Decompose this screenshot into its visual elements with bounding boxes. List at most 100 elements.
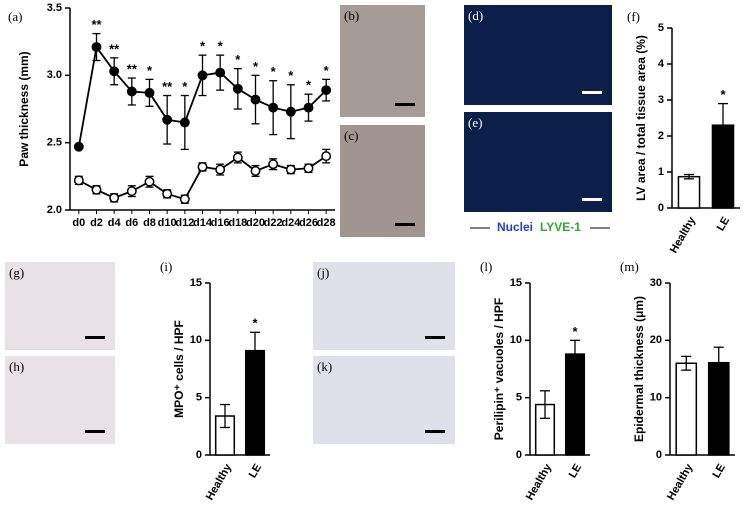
- point: [179, 194, 190, 205]
- x-tick-label: Healthy: [668, 214, 699, 255]
- panel-label: (a): [8, 9, 22, 24]
- x-tick-label: d10: [158, 217, 177, 229]
- bar: [675, 362, 698, 456]
- panel-label: (i): [160, 259, 172, 274]
- image: [5, 356, 115, 444]
- significance: *: [182, 79, 188, 94]
- image: [313, 262, 455, 350]
- y-tick-label: 0: [196, 449, 202, 461]
- significance: *: [324, 63, 330, 78]
- x-tick-label: d6: [125, 217, 138, 229]
- point: [250, 165, 261, 176]
- point: [126, 186, 137, 197]
- y-tick-label: 1: [658, 166, 664, 178]
- significance: *: [235, 52, 241, 67]
- image: [340, 5, 425, 117]
- y-tick-label: 15: [510, 277, 522, 289]
- significance: *: [252, 316, 258, 331]
- x-tick-label: LE: [715, 215, 732, 233]
- point: [109, 192, 120, 203]
- panel-label: (d): [468, 8, 483, 23]
- x-tick-label: LE: [710, 462, 727, 480]
- y-tick-label: 15: [190, 277, 202, 289]
- point: [197, 70, 208, 81]
- y-axis-label: Paw thickness (mm): [17, 51, 31, 166]
- significance: *: [572, 324, 578, 339]
- y-tick-label: 0: [656, 449, 662, 461]
- panel-label: (c): [344, 128, 358, 143]
- y-tick-label: 10: [190, 334, 202, 346]
- error-bar: [250, 331, 260, 370]
- point: [285, 106, 296, 117]
- image: [464, 5, 612, 105]
- significance: *: [306, 78, 312, 93]
- bar: [677, 175, 701, 209]
- point: [91, 184, 102, 195]
- significance: *: [288, 68, 294, 83]
- point: [232, 83, 243, 94]
- error-bar: [684, 173, 694, 180]
- point: [285, 164, 296, 175]
- x-tick-label: d0: [72, 217, 85, 229]
- significance: **: [91, 17, 102, 32]
- panel-label: (j): [317, 265, 329, 280]
- point: [303, 102, 314, 113]
- scale-bar: [85, 430, 105, 433]
- y-tick-label: 10: [650, 392, 662, 404]
- point: [197, 161, 208, 172]
- significance: **: [162, 79, 173, 94]
- significance: *: [200, 39, 206, 54]
- y-tick-label: 0: [658, 202, 664, 214]
- y-axis-label: Perilipin⁺ vacuoles / HPF: [492, 298, 506, 440]
- point: [321, 151, 332, 162]
- error-bar: [718, 102, 728, 148]
- scale-bar: [395, 103, 415, 106]
- scale-bar: [425, 336, 445, 339]
- y-tick-label: 0: [516, 449, 522, 461]
- y-tick-label: 5: [658, 22, 664, 34]
- point: [73, 141, 84, 152]
- significance: **: [127, 61, 138, 76]
- point: [303, 163, 314, 174]
- panel-label: (k): [317, 359, 332, 374]
- point: [215, 67, 226, 78]
- x-tick-label: d4: [108, 217, 122, 229]
- y-tick-label: 3.0: [47, 69, 62, 81]
- y-tick-label: 30: [650, 277, 662, 289]
- error-bar: [220, 403, 230, 429]
- x-tick-label: d2: [90, 217, 103, 229]
- panel-label: (m): [620, 259, 639, 274]
- point: [232, 152, 243, 163]
- x-tick-label: d12: [175, 217, 194, 229]
- scale-bar: [425, 430, 445, 433]
- point: [109, 66, 120, 77]
- x-tick-label: Healthy: [524, 461, 555, 502]
- scale-bar: [85, 336, 105, 339]
- significance: *: [147, 63, 153, 78]
- significance: *: [253, 59, 259, 74]
- x-tick-label: d18: [228, 217, 247, 229]
- image: [313, 356, 455, 444]
- significance: *: [218, 39, 224, 54]
- scale-bar: [582, 91, 602, 94]
- x-tick-label: Healthy: [204, 461, 235, 502]
- y-tick-label: 2.0: [47, 204, 62, 216]
- legend-lyve: LYVE-1: [540, 220, 581, 234]
- point: [215, 164, 226, 175]
- x-tick-label: d8: [143, 217, 156, 229]
- panel-label: (g): [9, 265, 24, 280]
- x-tick-label: d22: [264, 217, 283, 229]
- bar: [564, 353, 586, 456]
- error-bar: [713, 346, 724, 379]
- point: [268, 159, 279, 170]
- x-tick-label: d14: [193, 217, 213, 229]
- point: [162, 114, 173, 125]
- panel-label: (e): [468, 115, 482, 130]
- panel-label: (f): [627, 9, 640, 24]
- x-tick-label: d24: [281, 217, 301, 229]
- point: [250, 94, 261, 105]
- y-tick-label: 2.5: [47, 137, 62, 149]
- point: [179, 117, 190, 128]
- point: [91, 42, 102, 53]
